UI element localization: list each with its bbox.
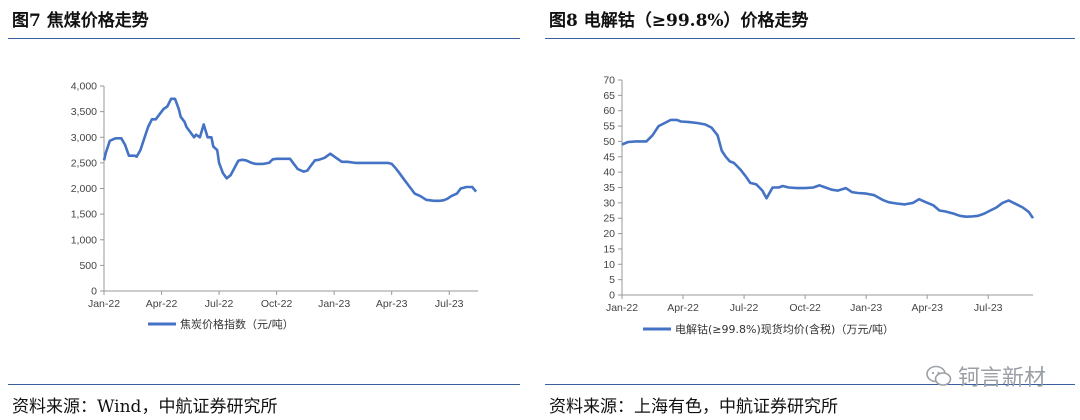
y-tick-label: 1,500 — [71, 209, 97, 221]
y-tick-label: 2,500 — [71, 157, 97, 169]
y-tick-label: 70 — [603, 75, 615, 87]
y-tick-label: 60 — [603, 105, 615, 117]
x-tick-label: Jul-22 — [730, 302, 759, 314]
legend-label: 电解钴(≥99.8%)现货均价(含税)（万元/吨） — [675, 322, 894, 336]
y-tick-label: 65 — [603, 90, 615, 102]
y-tick-label: 55 — [603, 121, 615, 133]
x-tick-label: Jul-23 — [435, 298, 464, 310]
series-line — [621, 118, 1035, 219]
x-tick-label: Jul-23 — [974, 302, 1003, 314]
y-tick-label: 10 — [603, 259, 615, 271]
y-tick-label: 30 — [603, 197, 615, 209]
y-tick-label: 25 — [603, 213, 615, 225]
wechat-icon — [926, 365, 952, 386]
figure-7-bottom-rule — [8, 384, 520, 385]
watermark-text: 钶言新材 — [957, 366, 1046, 391]
legend: 电解钴(≥99.8%)现货均价(含税)（万元/吨） — [643, 322, 894, 336]
y-tick-label: 35 — [603, 182, 615, 194]
y-tick-label: 20 — [603, 228, 615, 240]
y-tick-label: 0 — [609, 290, 615, 302]
x-tick-label: Apr-23 — [911, 302, 943, 314]
y-tick-label: 40 — [603, 167, 615, 179]
x-tick-label: Apr-23 — [376, 298, 408, 310]
y-tick-label: 15 — [603, 243, 615, 255]
coking-coal-price-chart: 0 500 1,000 1,500 2,000 2,500 3,000 3,500 4,000 J… — [71, 81, 478, 331]
x-tick-label: Apr-22 — [146, 298, 178, 310]
y-tick-label: 5 — [609, 274, 615, 286]
y-tick-label: 2,000 — [71, 183, 97, 195]
x-tick-label: Jan-22 — [606, 302, 638, 314]
figure-8-bottom-rule — [545, 384, 1075, 385]
x-tick-label: Jan-22 — [88, 298, 120, 310]
y-tick-label: 1,000 — [71, 234, 97, 246]
y-tick-label: 4,000 — [71, 81, 97, 93]
x-tick-label: Oct-22 — [261, 298, 293, 310]
y-tick-label: 50 — [603, 136, 615, 148]
figure-8-panel: 图8 电解钴（≥99.8%）价格走势 0 5 10 15 20 25 30 35 40 45 50 5… — [545, 0, 1075, 420]
legend: 焦炭价格指数（元/吨） — [148, 317, 294, 331]
figure-8-source: 资料来源：上海有色，中航证券研究所 — [549, 397, 838, 417]
cobalt-price-chart: 0 5 10 15 20 25 30 35 40 45 50 55 60 65 70 Jan-22 Apr-22… — [603, 75, 1035, 336]
figure-7-panel: 图7 焦煤价格走势 0 500 1,000 1,500 2,000 2,500 3,000 3… — [8, 0, 520, 420]
x-tick-label: Jan-23 — [318, 298, 350, 310]
figure-7-top-rule — [8, 38, 520, 39]
figure-7-title: 图7 焦煤价格走势 — [12, 11, 149, 31]
x-tick-label: Jul-22 — [205, 298, 234, 310]
figure-8-title: 图8 电解钴（≥99.8%）价格走势 — [549, 11, 809, 31]
figure-7-source: 资料来源：Wind，中航证券研究所 — [12, 397, 278, 417]
y-tick-label: 3,000 — [71, 132, 97, 144]
x-tick-label: Apr-22 — [667, 302, 699, 314]
y-tick-label: 45 — [603, 151, 615, 163]
legend-label: 焦炭价格指数（元/吨） — [180, 317, 294, 331]
y-tick-label: 0 — [91, 286, 97, 298]
x-tick-label: Jan-23 — [850, 302, 882, 314]
watermark: 钶言新材 — [926, 360, 1046, 392]
y-tick-label: 3,500 — [71, 106, 97, 118]
series-line — [102, 97, 478, 203]
figure-8-top-rule — [545, 38, 1075, 39]
y-tick-label: 500 — [79, 260, 97, 272]
x-tick-label: Oct-22 — [789, 302, 821, 314]
